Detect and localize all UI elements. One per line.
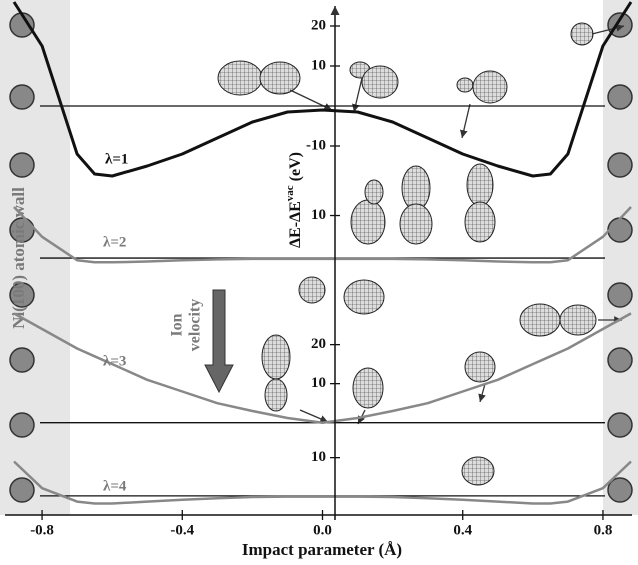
orbital bbox=[343, 279, 385, 315]
orbital bbox=[464, 201, 496, 243]
plot: -10 10 20 λ=1 10 λ=2 10 20 λ=3 10 λ=4 -0.8 -0.4 0.0 0.… bbox=[5, 1, 633, 559]
atom bbox=[9, 84, 35, 110]
y-tick-label: 10 bbox=[311, 449, 326, 465]
y-tick-label: -10 bbox=[306, 137, 326, 153]
pointer bbox=[299, 409, 329, 423]
curve bbox=[13, 312, 632, 424]
atom bbox=[607, 282, 633, 308]
atom bbox=[607, 217, 633, 243]
orbital bbox=[559, 304, 597, 336]
atom bbox=[607, 477, 633, 503]
y-tick-label: 20 bbox=[311, 336, 326, 352]
orbital bbox=[350, 199, 386, 245]
pointer bbox=[351, 77, 363, 113]
y-label-unit: (eV) bbox=[287, 152, 304, 181]
orbital bbox=[217, 60, 263, 96]
atom bbox=[9, 282, 35, 308]
atom bbox=[9, 152, 35, 178]
orbital bbox=[401, 165, 431, 211]
x-tick-label: 0.8 bbox=[594, 522, 613, 538]
y-label-text: ΔE-ΔE bbox=[287, 201, 304, 248]
x-tick-label: -0.8 bbox=[30, 522, 54, 538]
orbital bbox=[472, 70, 508, 104]
atom bbox=[607, 152, 633, 178]
orbital bbox=[519, 303, 561, 337]
x-tick-label: -0.4 bbox=[170, 522, 194, 538]
orbital bbox=[464, 351, 496, 383]
curve-label: λ=3 bbox=[103, 353, 126, 369]
curve bbox=[12, 1, 633, 178]
orbital bbox=[466, 163, 494, 207]
atom bbox=[9, 412, 35, 438]
orbital bbox=[264, 378, 288, 412]
curve-label: λ=1 bbox=[105, 151, 128, 167]
orbital bbox=[364, 179, 384, 205]
x-tick-label: 0.4 bbox=[453, 522, 472, 538]
x-tick-label: 0.0 bbox=[313, 522, 332, 538]
y-axis-label: ΔE-ΔEvac (eV) bbox=[284, 152, 304, 248]
atom bbox=[9, 477, 35, 503]
orbital bbox=[261, 334, 291, 380]
orbital bbox=[298, 276, 326, 304]
orbitals bbox=[217, 22, 597, 486]
y-tick-label: 10 bbox=[311, 375, 326, 391]
curve bbox=[13, 206, 632, 264]
atom bbox=[607, 347, 633, 373]
y-tick-label: 10 bbox=[311, 57, 326, 73]
atom bbox=[607, 84, 633, 110]
ion-arrow bbox=[204, 289, 234, 394]
orbital bbox=[352, 367, 384, 409]
y-tick-label: 10 bbox=[311, 207, 326, 223]
ion-label: Ion bbox=[169, 313, 186, 336]
orbital bbox=[259, 61, 301, 95]
curve bbox=[13, 460, 632, 505]
atom bbox=[9, 347, 35, 373]
orbital bbox=[456, 77, 474, 93]
orbital bbox=[361, 65, 399, 99]
y-label-sup: vac bbox=[284, 185, 296, 201]
wall-band bbox=[603, 0, 638, 515]
wall-label: Ni(100) atomic wall bbox=[9, 187, 28, 329]
pointer bbox=[289, 89, 333, 111]
orbital bbox=[461, 456, 495, 486]
curve-label: λ=2 bbox=[103, 234, 126, 250]
curve-label: λ=4 bbox=[103, 478, 127, 494]
orbital bbox=[399, 203, 433, 245]
pointer bbox=[459, 103, 471, 139]
ion-label: velocity bbox=[187, 299, 204, 351]
x-axis-label: Impact parameter (Å) bbox=[242, 540, 402, 559]
orbital bbox=[570, 22, 594, 46]
atom bbox=[607, 412, 633, 438]
pointer bbox=[478, 383, 486, 403]
pointer bbox=[591, 24, 625, 35]
y-tick-label: 20 bbox=[311, 17, 326, 33]
